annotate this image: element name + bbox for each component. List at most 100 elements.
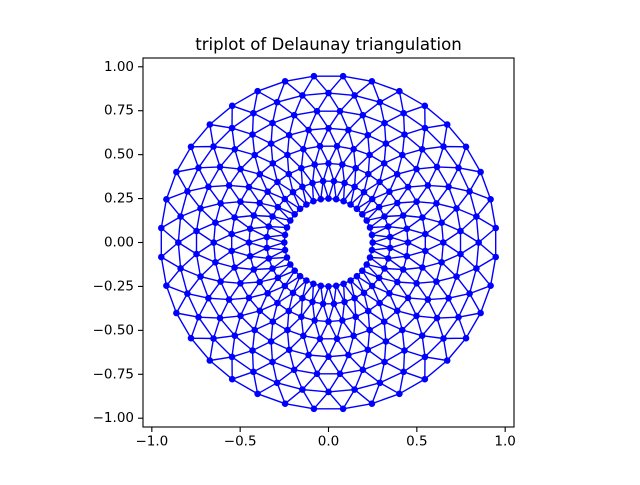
mesh-nodes	[158, 72, 500, 413]
mesh-node	[339, 405, 347, 413]
mesh-node	[394, 278, 401, 286]
mesh-node	[399, 326, 406, 334]
mesh-node	[386, 233, 394, 241]
mesh-node	[311, 161, 319, 168]
mesh-node	[281, 400, 289, 408]
triangulation-mesh	[158, 72, 500, 413]
mesh-node	[399, 266, 407, 273]
mesh-node	[212, 259, 219, 266]
mesh-node	[187, 334, 195, 342]
mesh-node	[359, 267, 366, 275]
mesh-node	[422, 247, 429, 255]
mesh-node	[300, 332, 307, 340]
mesh-node	[316, 142, 324, 150]
mesh-node	[455, 164, 462, 172]
mesh-node	[462, 143, 470, 151]
mesh-node	[175, 239, 182, 246]
mesh-node	[440, 335, 447, 342]
x-tick-label: 1.0	[494, 434, 515, 450]
x-tick-label: −1.0	[135, 434, 168, 450]
mesh-node	[381, 265, 388, 272]
mesh-node	[303, 277, 310, 284]
mesh-node	[366, 151, 373, 159]
mesh-node	[310, 280, 317, 288]
mesh-node	[438, 219, 445, 226]
mesh-node	[319, 300, 327, 308]
mesh-node	[413, 165, 420, 173]
mesh-node	[393, 307, 401, 315]
mesh-node	[330, 300, 338, 308]
mesh-node	[217, 278, 224, 285]
x-tick-label: −0.5	[224, 434, 257, 450]
mesh-node	[380, 318, 388, 326]
mesh-node	[316, 335, 324, 343]
mesh-node	[231, 264, 238, 271]
mesh-node	[195, 313, 202, 321]
mesh-node	[366, 224, 374, 231]
mesh-node	[325, 318, 332, 325]
mesh-node	[184, 188, 191, 195]
mesh-node	[477, 309, 484, 317]
mesh-node	[422, 230, 429, 238]
mesh-node	[310, 72, 318, 80]
mesh-node	[376, 299, 383, 307]
mesh-node	[289, 289, 297, 297]
mesh-node	[421, 102, 429, 110]
mesh-node	[177, 265, 184, 272]
mesh-node	[173, 309, 180, 317]
mesh-node	[250, 109, 257, 117]
mesh-node	[445, 294, 452, 302]
mesh-node	[394, 199, 401, 207]
mesh-node	[287, 217, 294, 224]
mesh-node	[347, 277, 354, 284]
mesh-node	[386, 244, 394, 252]
mesh-node	[368, 78, 376, 85]
mesh-node	[284, 151, 291, 159]
mesh-node	[256, 199, 264, 207]
mesh-node	[487, 196, 494, 203]
mesh-node	[421, 353, 429, 361]
mesh-node	[298, 313, 305, 321]
mesh-node	[256, 278, 264, 286]
mesh-node	[216, 163, 224, 171]
mesh-node	[319, 177, 327, 185]
mesh-node	[245, 183, 253, 191]
y-tick-label: 0.25	[104, 191, 134, 207]
mesh-node	[299, 386, 306, 393]
mesh-node	[269, 119, 276, 127]
mesh-node	[210, 143, 217, 150]
mesh-node	[228, 375, 236, 383]
mesh-node	[228, 124, 236, 132]
mesh-node	[375, 203, 383, 211]
mesh-node	[263, 244, 271, 252]
mesh-node	[368, 282, 376, 290]
mesh-node	[269, 213, 276, 220]
mesh-node	[228, 247, 235, 255]
mesh-node	[305, 351, 312, 359]
mesh-node	[311, 317, 319, 324]
mesh-node	[310, 197, 317, 205]
mesh-node	[285, 131, 293, 139]
mesh-node	[245, 294, 253, 302]
mesh-node	[281, 231, 289, 239]
mesh-node	[363, 261, 371, 268]
mesh-node	[287, 261, 294, 268]
mesh-node	[325, 160, 332, 167]
mesh-node	[455, 313, 462, 321]
mesh-node	[289, 188, 297, 196]
mesh-node	[353, 205, 361, 213]
mesh-node	[453, 205, 460, 212]
mesh-node	[384, 223, 392, 230]
mesh-edges	[160, 75, 497, 410]
mesh-node	[267, 338, 275, 345]
mesh-node	[404, 239, 412, 246]
mesh-node	[399, 212, 407, 219]
x-tick-label: 0.0	[318, 434, 339, 450]
mesh-node	[256, 307, 264, 315]
mesh-node	[300, 145, 307, 153]
mesh-node	[339, 161, 346, 168]
mesh-node	[341, 179, 348, 187]
mesh-node	[418, 146, 426, 153]
mesh-node	[245, 239, 253, 246]
mesh-node	[187, 143, 195, 151]
